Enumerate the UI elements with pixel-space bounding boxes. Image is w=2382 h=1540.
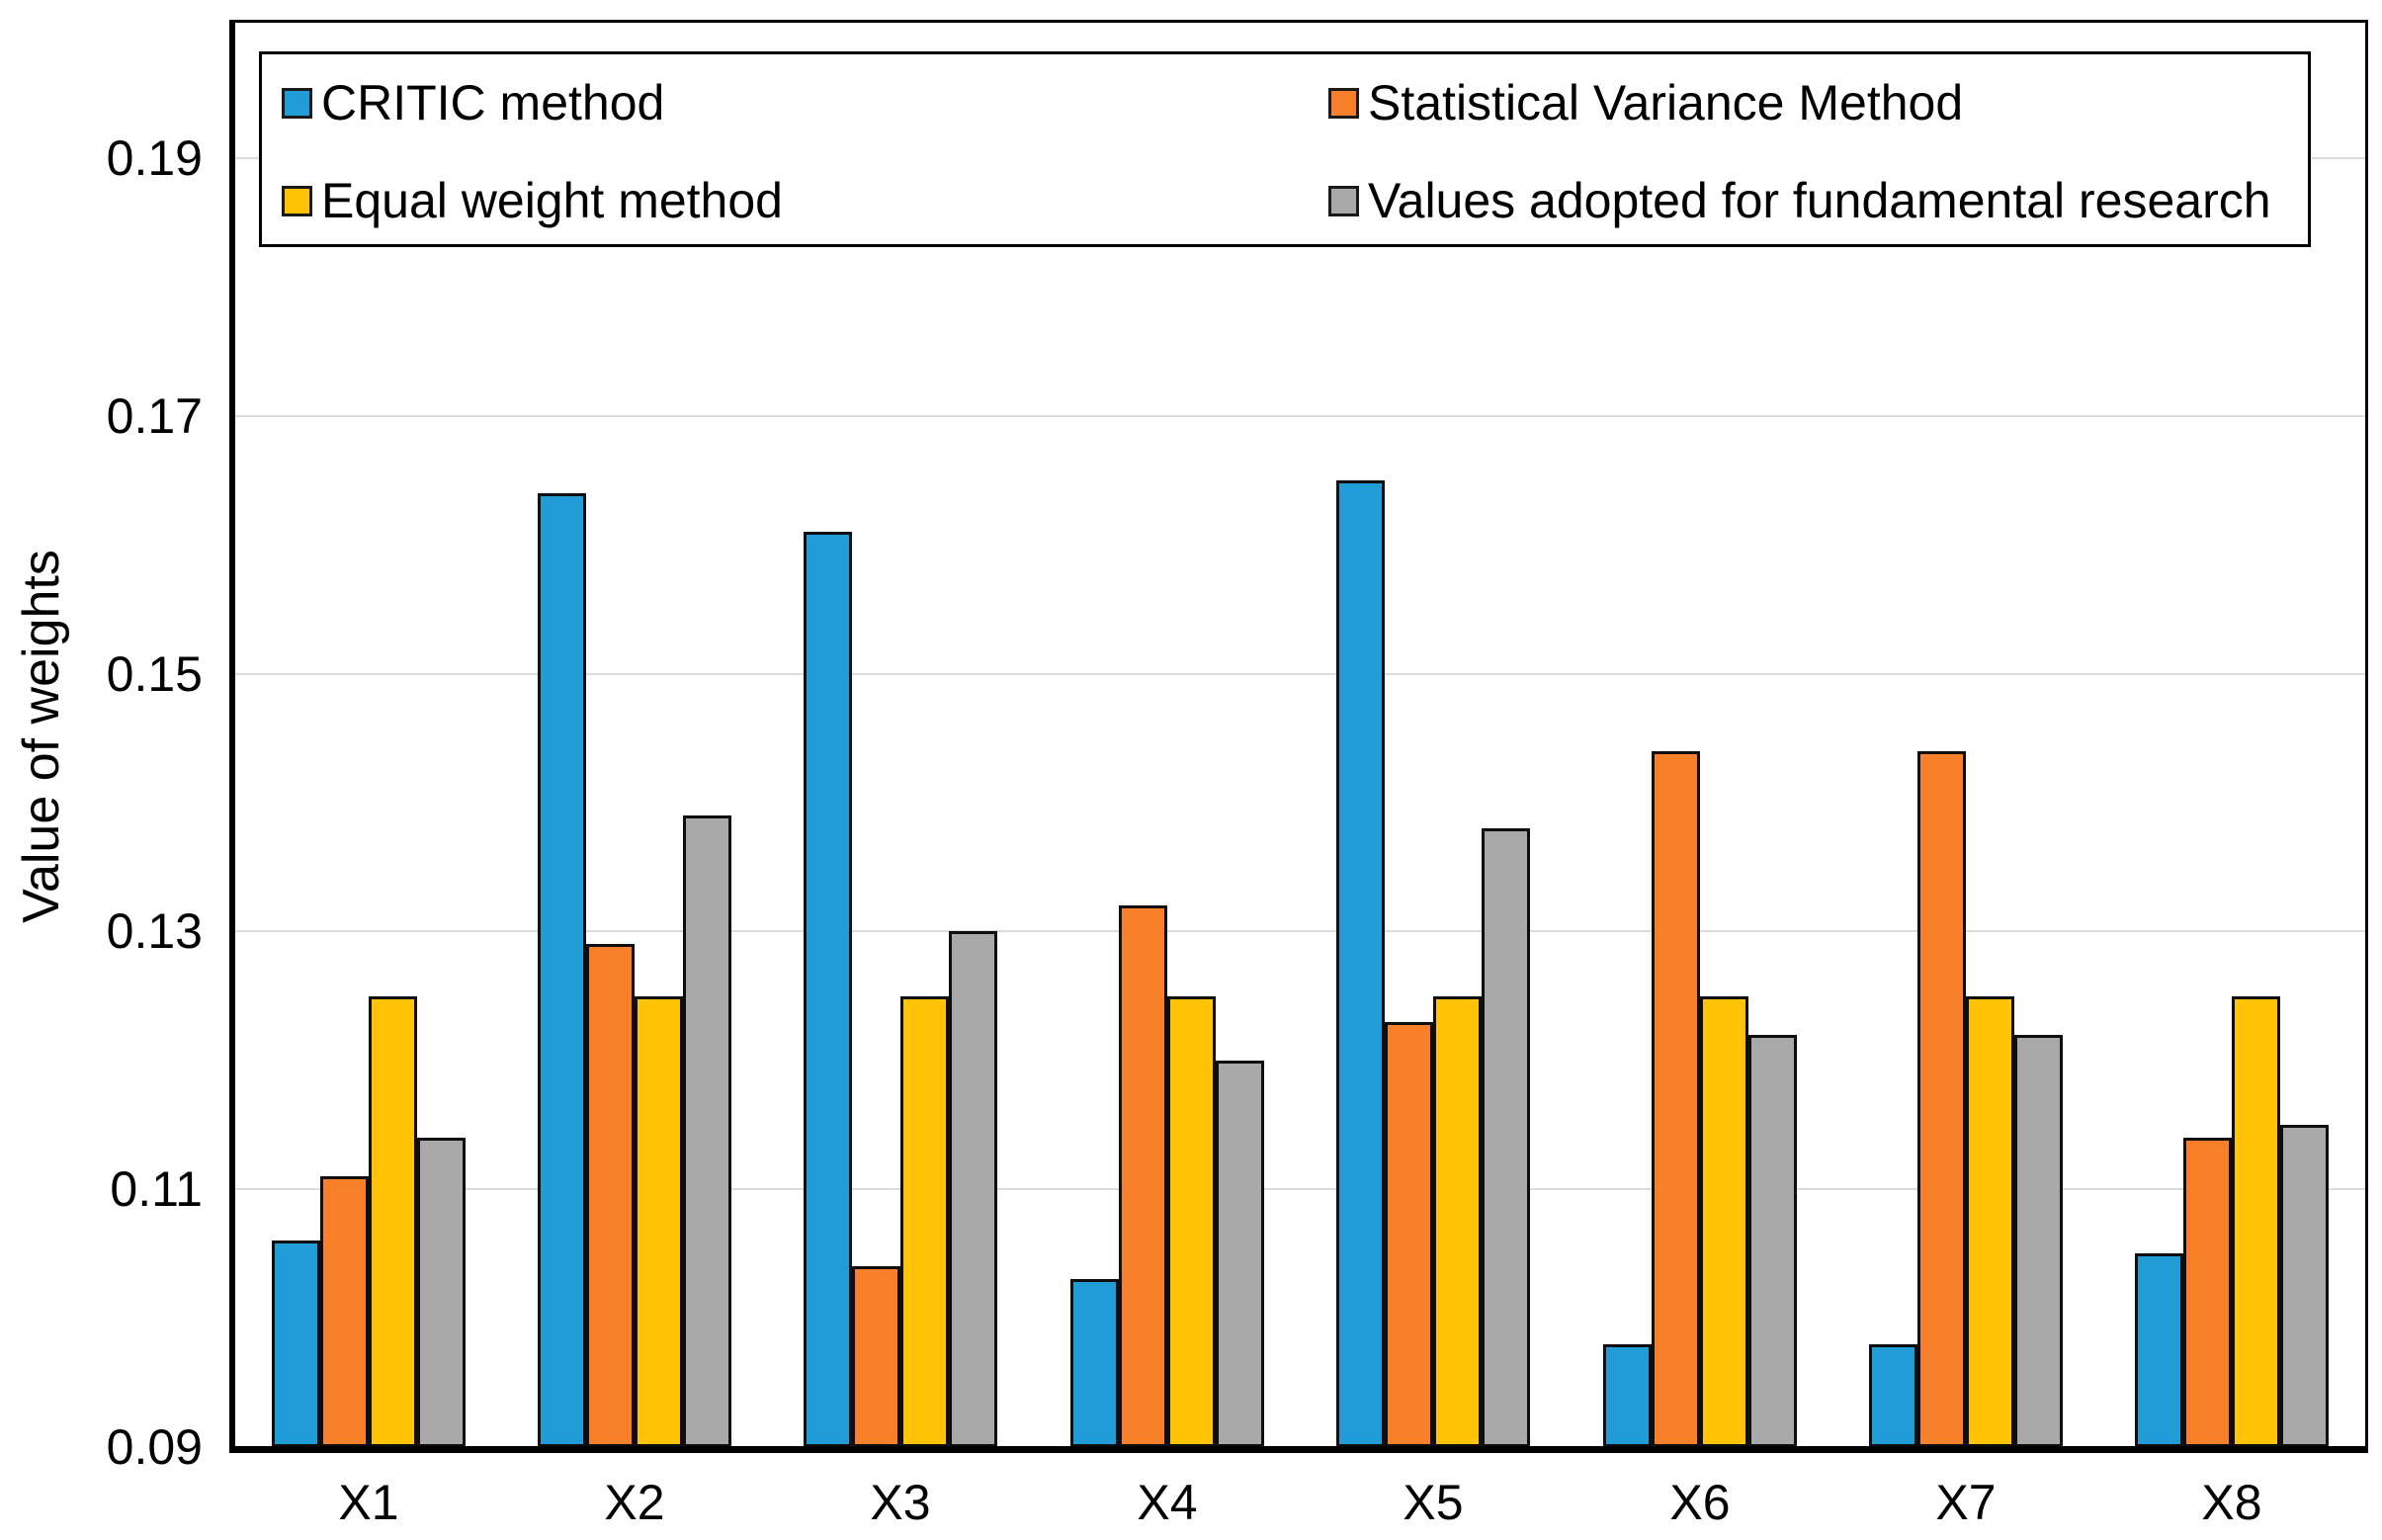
y-tick-label-0.17: 0.17 — [106, 388, 203, 444]
x-tick-label-X4: X4 — [1137, 1475, 1198, 1530]
legend-label-equal-weight-method: Equal weight method — [321, 173, 783, 228]
gridline-0.11 — [235, 1188, 2365, 1191]
bar-X5-series1 — [1385, 1022, 1433, 1447]
legend-label-critic-method: CRITIC method — [321, 75, 665, 130]
bar-X4-series2 — [1167, 996, 1216, 1447]
bar-X1-series2 — [369, 996, 417, 1447]
gridline-0.17 — [235, 414, 2365, 417]
legend-label-values-adopted: Values adopted for fundamental research — [1368, 173, 2271, 228]
bar-X1-series1 — [320, 1176, 369, 1447]
legend-swatch-critic-method — [282, 87, 312, 119]
legend-swatch-equal-weight-method — [282, 185, 312, 216]
bar-X2-series3 — [683, 815, 731, 1447]
bar-X6-series1 — [1652, 751, 1700, 1447]
x-tick-label-X3: X3 — [870, 1475, 931, 1530]
bar-X3-series3 — [949, 931, 997, 1447]
bar-X8-series1 — [2183, 1138, 2232, 1447]
bar-X8-series0 — [2135, 1253, 2183, 1447]
bar-X1-series0 — [272, 1241, 320, 1447]
legend-item-critic-method: CRITIC method — [282, 75, 664, 130]
bar-X8-series3 — [2280, 1125, 2329, 1447]
bar-X5-series3 — [1482, 828, 1530, 1447]
bar-X3-series1 — [852, 1266, 900, 1447]
x-tick-label-X6: X6 — [1669, 1475, 1731, 1530]
bar-X3-series0 — [804, 532, 852, 1447]
bar-X6-series2 — [1700, 996, 1748, 1447]
y-tick-label-0.13: 0.13 — [106, 903, 203, 959]
y-tick-label-0.11: 0.11 — [110, 1161, 203, 1217]
y-tick-label-0.15: 0.15 — [106, 646, 203, 702]
y-axis-title: Value of weights — [13, 550, 70, 923]
legend-label-statistical-variance-method: Statistical Variance Method — [1368, 75, 1964, 130]
bar-X7-series0 — [1869, 1344, 1917, 1447]
plot-area — [235, 23, 2365, 1447]
bar-X6-series3 — [1748, 1035, 1797, 1447]
bar-X7-series3 — [2014, 1035, 2063, 1447]
y-tick-label-0.19: 0.19 — [106, 130, 203, 186]
bar-X7-series2 — [1966, 996, 2014, 1447]
bar-X8-series2 — [2232, 996, 2280, 1447]
bar-X5-series2 — [1433, 996, 1482, 1447]
legend-swatch-values-adopted — [1328, 185, 1359, 216]
x-tick-label-X7: X7 — [1935, 1475, 1997, 1530]
bar-X2-series0 — [538, 493, 586, 1447]
legend-swatch-statistical-variance-method — [1328, 87, 1359, 119]
bar-X2-series1 — [586, 944, 635, 1447]
bar-X7-series1 — [1917, 751, 1966, 1447]
bar-X4-series3 — [1216, 1061, 1264, 1447]
bar-X4-series1 — [1119, 905, 1167, 1447]
gridline-0.13 — [235, 930, 2365, 933]
x-tick-label-X2: X2 — [604, 1475, 665, 1530]
bar-X6-series0 — [1603, 1344, 1652, 1447]
gridline-0.15 — [235, 672, 2365, 675]
bar-X5-series0 — [1336, 480, 1385, 1447]
bar-X1-series3 — [417, 1138, 466, 1447]
legend-item-values-adopted: Values adopted for fundamental research — [1328, 173, 2271, 228]
x-tick-label-X1: X1 — [338, 1475, 399, 1530]
legend-item-equal-weight-method: Equal weight method — [282, 173, 783, 228]
legend: CRITIC method Statistical Variance Metho… — [259, 51, 2311, 247]
x-tick-label-X8: X8 — [2201, 1475, 2262, 1530]
x-tick-label-X5: X5 — [1403, 1475, 1464, 1530]
bar-X2-series2 — [635, 996, 683, 1447]
bar-X3-series2 — [900, 996, 949, 1447]
legend-item-statistical-variance-method: Statistical Variance Method — [1328, 75, 1963, 130]
bar-X4-series0 — [1070, 1279, 1119, 1447]
y-tick-label-0.09: 0.09 — [106, 1419, 203, 1475]
